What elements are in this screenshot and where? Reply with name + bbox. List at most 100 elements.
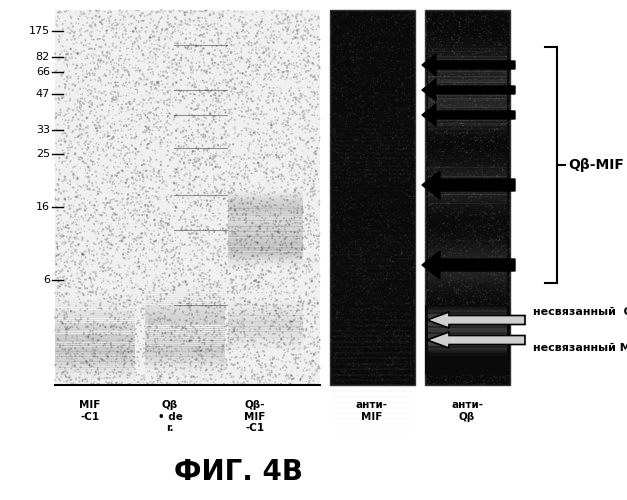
Point bbox=[55, 305, 65, 313]
Point bbox=[273, 114, 283, 122]
Point bbox=[456, 252, 466, 260]
Point bbox=[63, 318, 73, 326]
Point bbox=[333, 58, 343, 66]
Point bbox=[379, 274, 389, 282]
Point bbox=[159, 336, 169, 344]
Point bbox=[375, 140, 385, 148]
Point bbox=[230, 122, 240, 130]
Point bbox=[115, 232, 125, 239]
Point bbox=[127, 362, 137, 370]
Point bbox=[151, 105, 161, 113]
Point bbox=[442, 174, 452, 182]
Point bbox=[62, 77, 72, 85]
Point bbox=[385, 175, 395, 183]
Point bbox=[114, 379, 124, 387]
Point bbox=[199, 147, 209, 155]
Point bbox=[166, 279, 176, 287]
Point bbox=[256, 368, 266, 376]
Point bbox=[361, 125, 371, 133]
Point bbox=[107, 21, 117, 29]
Point bbox=[129, 238, 139, 246]
Point bbox=[140, 202, 150, 209]
Point bbox=[461, 262, 472, 270]
Point bbox=[297, 147, 307, 155]
Point bbox=[110, 314, 120, 322]
Point bbox=[120, 359, 130, 367]
Bar bbox=[145, 329, 225, 330]
Point bbox=[276, 380, 286, 388]
Point bbox=[75, 374, 85, 382]
Point bbox=[394, 142, 404, 150]
Point bbox=[82, 247, 92, 255]
Point bbox=[342, 142, 352, 150]
Point bbox=[292, 276, 302, 284]
Point bbox=[463, 242, 473, 250]
Point bbox=[107, 379, 117, 387]
Point bbox=[437, 78, 447, 86]
Point bbox=[208, 76, 218, 84]
Point bbox=[111, 44, 121, 52]
Point bbox=[362, 65, 372, 73]
Point bbox=[141, 80, 151, 88]
Point bbox=[312, 296, 322, 304]
Bar bbox=[55, 343, 135, 344]
Point bbox=[87, 283, 97, 291]
Point bbox=[376, 338, 386, 345]
Point bbox=[502, 288, 512, 296]
Point bbox=[345, 175, 355, 183]
Point bbox=[446, 210, 456, 218]
Point bbox=[64, 126, 74, 134]
Point bbox=[108, 20, 119, 28]
Point bbox=[196, 361, 206, 369]
Point bbox=[345, 214, 355, 222]
Point bbox=[271, 164, 282, 172]
Point bbox=[229, 173, 239, 181]
Point bbox=[277, 120, 287, 128]
Point bbox=[248, 115, 258, 123]
Point bbox=[198, 232, 208, 239]
Point bbox=[498, 312, 508, 320]
Point bbox=[250, 343, 260, 351]
Point bbox=[253, 350, 263, 358]
Point bbox=[446, 246, 456, 254]
Point bbox=[494, 170, 504, 178]
Point bbox=[82, 70, 92, 78]
Point bbox=[88, 274, 98, 282]
Point bbox=[479, 133, 489, 141]
Point bbox=[120, 13, 130, 21]
Point bbox=[309, 287, 319, 295]
Point bbox=[259, 314, 269, 322]
Point bbox=[446, 228, 456, 235]
Point bbox=[438, 264, 448, 272]
Point bbox=[174, 37, 184, 45]
Point bbox=[199, 272, 209, 280]
Point bbox=[473, 338, 483, 346]
Point bbox=[191, 264, 201, 272]
Point bbox=[209, 134, 219, 141]
Bar bbox=[145, 326, 225, 327]
Point bbox=[485, 146, 495, 154]
Point bbox=[186, 131, 196, 139]
Point bbox=[65, 202, 75, 209]
Point bbox=[87, 380, 97, 388]
Point bbox=[438, 246, 448, 254]
Point bbox=[303, 108, 313, 116]
Point bbox=[468, 328, 478, 336]
Point bbox=[295, 110, 305, 118]
Point bbox=[396, 130, 406, 138]
Point bbox=[226, 248, 236, 256]
Point bbox=[69, 321, 79, 329]
Point bbox=[387, 367, 397, 375]
Point bbox=[458, 86, 468, 94]
Point bbox=[393, 114, 403, 122]
Point bbox=[158, 209, 168, 217]
Point bbox=[272, 35, 282, 43]
Point bbox=[423, 376, 433, 384]
Point bbox=[394, 166, 404, 174]
Point bbox=[456, 65, 466, 73]
Point bbox=[272, 310, 282, 318]
Bar bbox=[333, 275, 412, 277]
Point bbox=[498, 90, 508, 98]
Point bbox=[228, 84, 238, 92]
Point bbox=[364, 34, 374, 42]
